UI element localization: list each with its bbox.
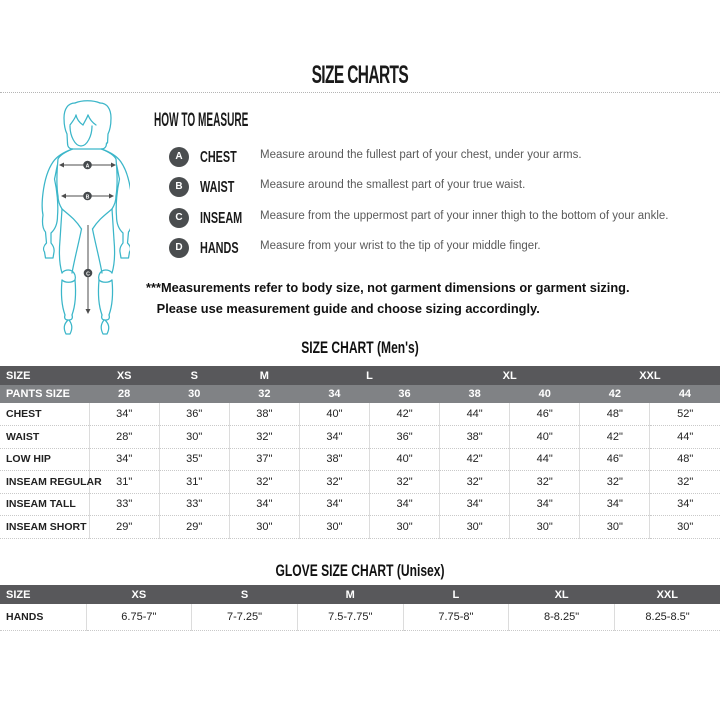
svg-text:A: A <box>86 163 90 169</box>
svg-text:B: B <box>86 194 90 200</box>
svg-text:C: C <box>86 271 90 277</box>
